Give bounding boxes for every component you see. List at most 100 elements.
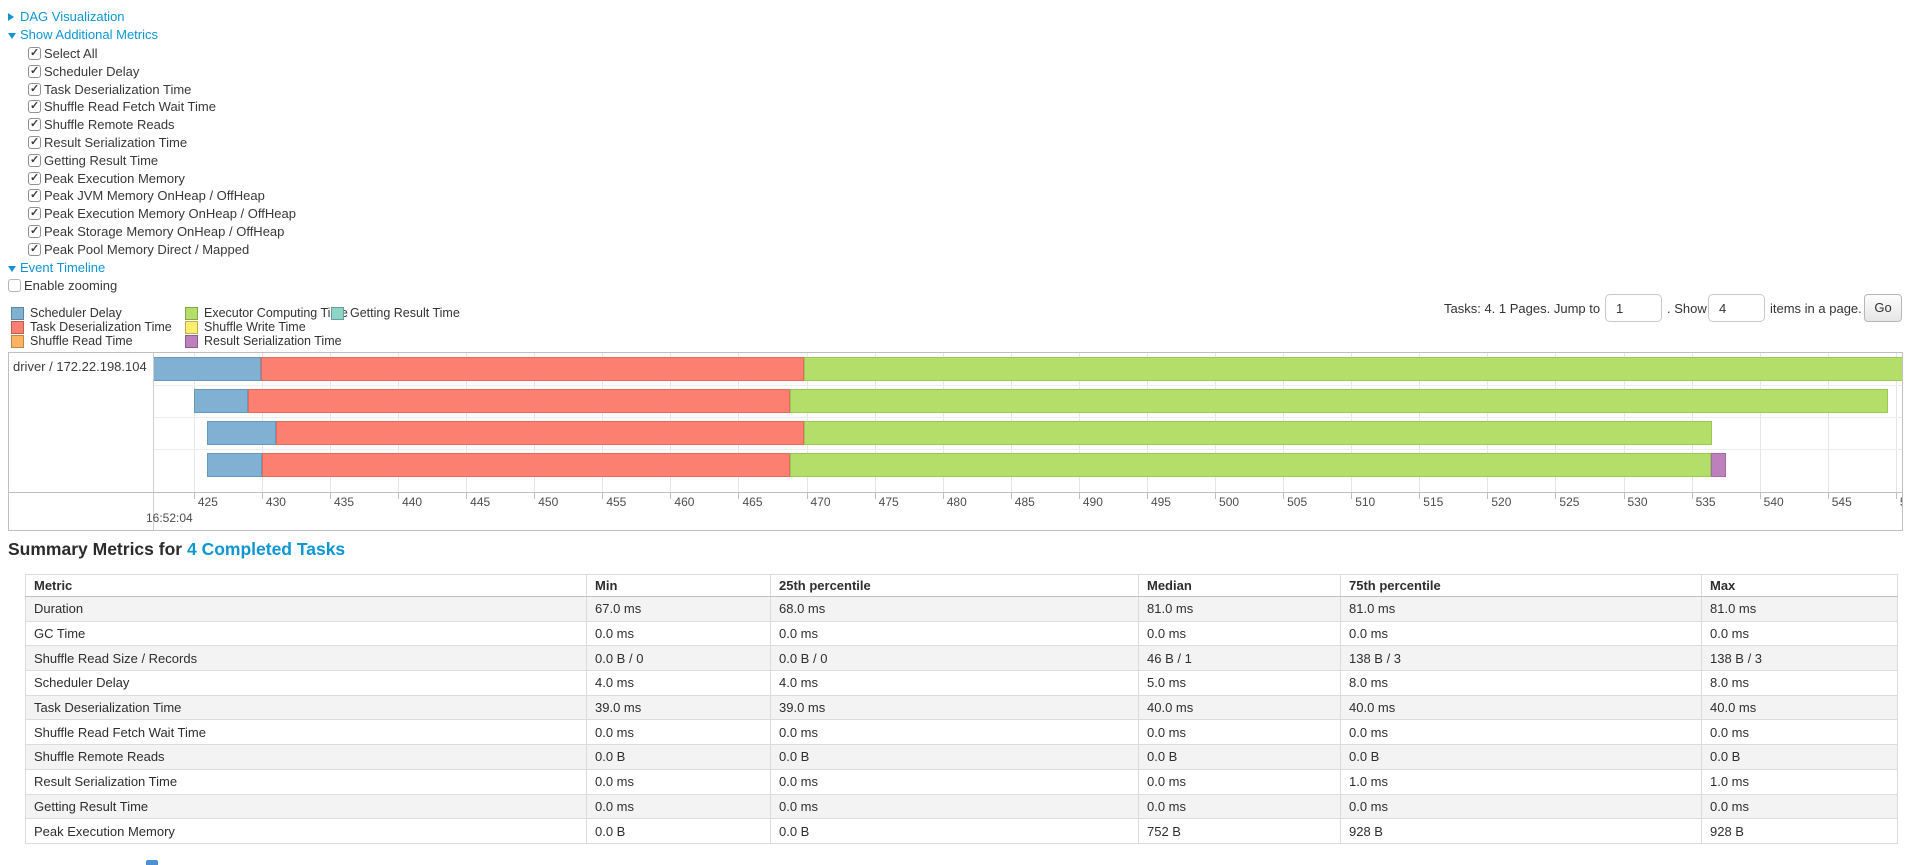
axis-tick [874,493,876,499]
table-cell: 68.0 ms [770,596,1139,622]
axis-tick-label: 505 [1287,495,1308,509]
table-row: Shuffle Read Size / Records 0.0 B / 0 0.0 … [25,645,1898,672]
task-bar-segment-task_deserialization[interactable] [275,421,804,445]
task-bar-segment-result_serialization[interactable] [1710,453,1726,477]
pagination-show-label: . Show [1667,301,1707,316]
axis-tick-label: 540 [1763,495,1784,509]
legend-label: Scheduler Delay [30,306,122,320]
axis-tick-label: 520 [1491,495,1512,509]
checkbox-checked[interactable]: ✓ [28,207,41,220]
axis-gridline [1895,353,1897,492]
axis-tick [942,493,944,499]
table-cell: 0.0 ms [1138,620,1341,647]
check-icon: ✓ [30,172,40,184]
table-cell: 0.0 B [1138,744,1341,770]
metric-checkbox-label: Select All [44,46,98,61]
table-cell: Shuffle Remote Reads [25,744,587,770]
checkbox-checked[interactable]: ✓ [28,83,41,96]
checkbox-checked[interactable]: ✓ [28,118,41,131]
checkbox-checked[interactable]: ✓ [28,243,41,256]
table-row: GC Time 0.0 ms 0.0 ms 0.0 ms 0.0 ms 0.0 ms [25,620,1898,647]
table-cell: 0.0 ms [1340,719,1702,746]
metric-checkbox-label: Peak Execution Memory [44,171,185,186]
check-icon: ✓ [30,225,40,237]
table-cell: 81.0 ms [1340,596,1702,622]
task-bar-segment-executor_computing[interactable] [803,421,1712,445]
table-row: Duration 67.0 ms 68.0 ms 81.0 ms 81.0 ms 81.0… [25,596,1898,622]
row-separator [153,417,1902,418]
timeline-axis-line [9,492,1902,493]
check-icon: ✓ [30,118,40,130]
event-timeline-toggle-label[interactable]: Event Timeline [20,260,106,275]
event-timeline-chart[interactable]: driver / 172.22.198.104 425 430 435 440 445 4… [8,352,1903,531]
axis-tick-label: 510 [1355,495,1376,509]
metric-checkbox-label: Task Deserialization Time [44,82,192,97]
checkbox-unchecked[interactable] [8,279,21,292]
axis-tick [1555,493,1557,499]
task-bar-segment-task_deserialization[interactable] [248,389,791,413]
legend-swatch-result_serialization [185,334,198,348]
task-bar-segment-scheduler_delay[interactable] [207,453,262,477]
check-icon: ✓ [30,100,40,112]
axis-tick-label: 435 [334,495,355,509]
metric-checkbox-label: Peak Pool Memory Direct / Mapped [44,242,250,257]
table-header-cell: Metric [25,574,587,597]
table-cell: Shuffle Read Fetch Wait Time [25,719,587,746]
legend-swatch-task_deserialization [11,320,24,334]
legend-swatch-scheduler_delay [11,307,24,320]
task-bar-segment-scheduler_delay[interactable] [153,357,261,381]
axis-tick [1215,493,1217,499]
axis-gridline [1759,353,1761,492]
task-bar-segment-task_deserialization[interactable] [261,453,791,477]
metric-checkbox-label: Peak JVM Memory OnHeap / OffHeap [44,188,265,203]
checkbox-checked[interactable]: ✓ [28,136,41,149]
axis-tick-label: 430 [265,495,286,509]
axis-tick [261,493,263,499]
items-per-page-input[interactable] [1708,294,1765,322]
axis-tick-label: 495 [1150,495,1171,509]
checkbox-checked[interactable]: ✓ [28,65,41,78]
axis-tick-label: 445 [470,495,491,509]
legend-swatch-getting_result [331,307,344,320]
metric-checkbox-label: Peak Execution Memory OnHeap / OffHeap [44,206,296,221]
task-bar-segment-scheduler_delay[interactable] [193,389,249,413]
completed-tasks-link[interactable]: 4 Completed Tasks [186,539,346,559]
table-header-cell: 25th percentile [770,574,1139,597]
checkbox-checked[interactable]: ✓ [28,189,41,202]
axis-tick-label: 465 [742,495,763,509]
dag-visualization-toggle-label[interactable]: DAG Visualization [20,9,125,24]
check-icon: ✓ [30,243,40,255]
task-bar-segment-task_deserialization[interactable] [260,357,804,381]
axis-gridline [193,353,195,492]
table-cell: 0.0 B [770,744,1139,770]
axis-tick-label: 515 [1423,495,1444,509]
axis-tick [1078,493,1080,499]
axis-tick [193,493,195,499]
check-icon: ✓ [30,83,40,95]
task-bar-segment-executor_computing[interactable] [790,453,1711,477]
task-bar-segment-executor_computing[interactable] [803,357,1902,381]
axis-tick [1283,493,1285,499]
axis-tick [1487,493,1489,499]
axis-tick-label: 455 [606,495,627,509]
table-cell: 0.0 B [1701,744,1898,770]
task-bar-segment-scheduler_delay[interactable] [207,421,276,445]
table-cell: 138 B / 3 [1701,645,1898,672]
summary-title-text: Summary Metrics for [8,539,183,559]
checkbox-checked[interactable]: ✓ [28,172,41,185]
task-bar-segment-executor_computing[interactable] [790,389,1888,413]
axis-tick [534,493,536,499]
show-additional-metrics-toggle-label[interactable]: Show Additional Metrics [20,27,159,42]
checkbox-checked[interactable]: ✓ [28,225,41,238]
axis-tick [1146,493,1148,499]
checkbox-checked[interactable]: ✓ [28,154,41,167]
legend-label: Task Deserialization Time [30,319,172,334]
table-cell: 0.0 B [770,818,1139,844]
table-cell: 928 B [1340,818,1702,844]
timeline-label-divider [153,353,154,530]
checkbox-checked[interactable]: ✓ [28,100,41,113]
checkbox-checked[interactable]: ✓ [28,47,41,60]
jump-to-page-input[interactable] [1605,294,1662,322]
go-button[interactable]: Go [1864,294,1902,322]
